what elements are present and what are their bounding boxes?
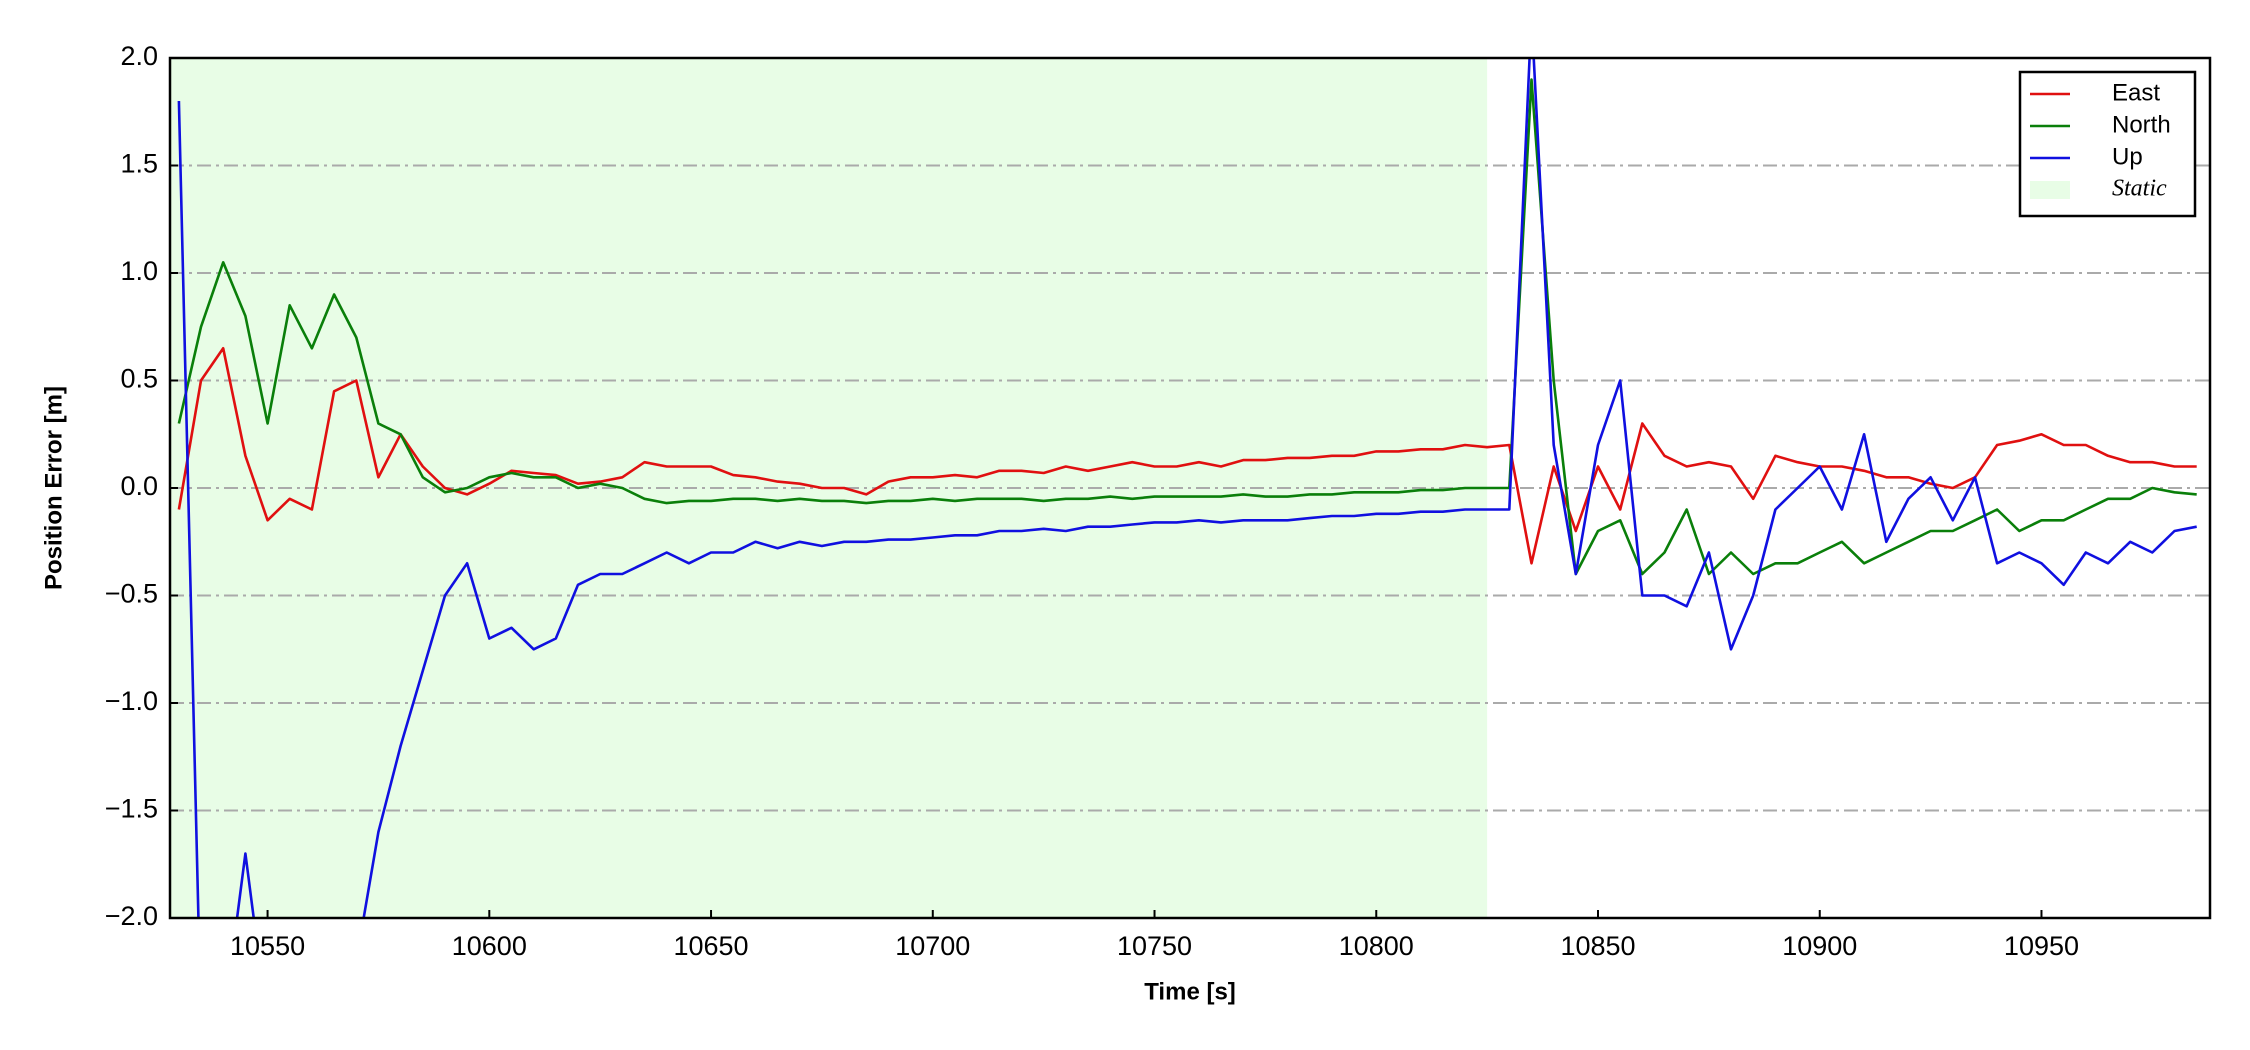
x-tick-label: 10900 xyxy=(1782,931,1857,961)
y-axis-label: Position Error [m] xyxy=(40,386,67,590)
x-axis-label: Time [s] xyxy=(1144,978,1236,1005)
x-tick-label: 10800 xyxy=(1339,931,1414,961)
series-line xyxy=(177,347,2197,565)
y-tick-label: 2.0 xyxy=(120,41,158,71)
plot-frame xyxy=(168,56,2212,920)
x-tick-label: 10850 xyxy=(1560,931,1635,961)
y-tick-label: 0.5 xyxy=(120,364,158,394)
x-tick-label: 10600 xyxy=(452,931,527,961)
y-tick-label: −1.5 xyxy=(105,794,158,824)
legend-label: Static xyxy=(2112,176,2167,202)
x-tick-label: 10750 xyxy=(1117,931,1192,961)
legend-swatch xyxy=(2030,181,2070,199)
x-tick-label: 10650 xyxy=(673,931,748,961)
series-line xyxy=(177,58,2197,918)
y-tick-label: 1.5 xyxy=(120,149,158,179)
series-line xyxy=(177,78,2197,576)
legend-label: Up xyxy=(2112,143,2143,170)
y-tick-label: 1.0 xyxy=(120,256,158,286)
legend-label: East xyxy=(2112,79,2160,106)
y-tick-label: 0.0 xyxy=(120,471,158,501)
x-tick-label: 10550 xyxy=(230,931,305,961)
y-tick-label: −2.0 xyxy=(105,901,158,931)
x-tick-label: 10950 xyxy=(2004,931,2079,961)
legend-label: North xyxy=(2112,111,2171,138)
y-tick-label: −1.0 xyxy=(105,686,158,716)
plot-lines xyxy=(177,58,2197,918)
x-tick-label: 10700 xyxy=(895,931,970,961)
y-tick-label: −0.5 xyxy=(105,579,158,609)
